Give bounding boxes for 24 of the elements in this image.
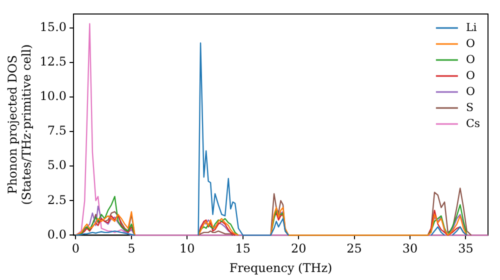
x-tick-label: 15	[235, 242, 251, 256]
y-tick-label: 5.0	[47, 158, 67, 172]
x-tick-label: 30	[402, 242, 418, 256]
y-tick-label: 7.5	[47, 124, 67, 138]
x-tick-label: 25	[346, 242, 362, 256]
y-tick-label: 0.0	[47, 227, 67, 242]
x-axis-title: Frequency (THz)	[229, 260, 332, 275]
legend-label: Li	[466, 20, 478, 34]
legend-label: Cs	[466, 116, 480, 130]
legend-label: S	[466, 100, 474, 114]
legend-label: O	[466, 68, 475, 82]
legend-label: O	[466, 36, 475, 50]
y-tick-label: 10.0	[40, 89, 67, 104]
x-tick-label: 10	[180, 242, 195, 256]
x-tick-label: 0	[72, 242, 80, 256]
y-tick-label: 2.5	[47, 192, 67, 207]
y-tick-label: 15.0	[40, 20, 67, 34]
legend-label: O	[466, 52, 475, 66]
x-tick-label: 35	[458, 242, 474, 256]
legend-label: O	[466, 84, 475, 98]
y-tick-label: 12.5	[40, 54, 67, 69]
x-tick-label: 20	[290, 242, 306, 256]
x-tick-label: 5	[128, 242, 136, 256]
y-axis-title: Phonon projected DOS (States/THz·primitive cell)	[5, 44, 34, 205]
